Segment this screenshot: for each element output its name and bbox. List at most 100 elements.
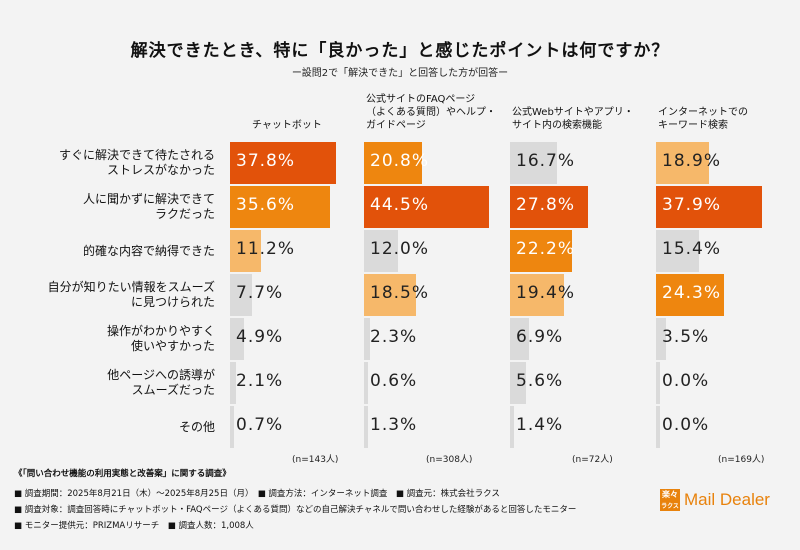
column-header-line: ガイドページ (366, 120, 426, 131)
column-sample-size: (n=169人) (718, 455, 765, 465)
bar-cell: 6.9% (510, 318, 650, 362)
bar-value-label: 35.6% (236, 195, 296, 215)
bar (230, 406, 234, 448)
bar-value-label: 44.5% (370, 195, 430, 215)
bar-cell: 0.0% (656, 406, 796, 450)
column-header-line: キーワード検索 (658, 120, 728, 131)
row-label-1: 人に聞かずに解決できて ラクだった (83, 192, 215, 222)
row-label-line: 自分が知りたい情報をスムーズ (47, 280, 215, 294)
bar (510, 318, 530, 360)
bar-cell: 18.9% (656, 142, 796, 186)
footnote-3: ■ モニター提供元：PRIZMAリサーチ ■ 調査人数：1,008人 (14, 521, 254, 531)
bar-cell: 5.6% (510, 362, 650, 406)
bar-value-label: 22.2% (516, 239, 576, 259)
bar-cell: 0.0% (656, 362, 796, 406)
row-label-line: 他ページへの誘導が (107, 368, 215, 382)
bar (364, 362, 368, 404)
bar (230, 142, 336, 184)
bar-value-label: 4.9% (236, 327, 284, 347)
logo-mark-icon: 楽々 ラクス (660, 489, 680, 511)
bar-value-label: 0.0% (662, 371, 710, 391)
bar (656, 186, 763, 228)
bar-cell: 18.5% (364, 274, 504, 318)
bar-value-label: 3.5% (662, 327, 710, 347)
row-label-line: ストレスがなかった (106, 163, 215, 177)
bar-cell: 3.5% (656, 318, 796, 362)
bar-value-label: 5.6% (516, 371, 564, 391)
column-header-line: （よくある質問）やヘルプ・ (366, 107, 496, 118)
bar-cell: 20.8% (364, 142, 504, 186)
bar-cell: 44.5% (364, 186, 504, 230)
bar (656, 406, 660, 448)
column-header-line: 公式Webサイトやアプリ・ (512, 107, 634, 118)
chart-subtitle: ー設問2で「解決できた」と回答した方が回答ー (291, 68, 509, 79)
bar-cell: 11.2% (230, 230, 370, 274)
bar-value-label: 0.6% (370, 371, 418, 391)
company-logo: 楽々 ラクス Mail Dealer (660, 485, 790, 515)
footnote-1: ■ 調査期間：2025年8月21日（木）〜2025年8月25日（月） ■ 調査方… (14, 489, 500, 499)
bar-cell: 2.1% (230, 362, 370, 406)
bar (364, 230, 398, 272)
bar-value-label: 18.9% (662, 151, 722, 171)
bar-value-label: 15.4% (662, 239, 722, 259)
bar-value-label: 27.8% (516, 195, 576, 215)
bar (656, 318, 666, 360)
bar (656, 274, 725, 316)
column-sample-size: (n=308人) (426, 455, 473, 465)
bar-value-label: 1.4% (516, 415, 564, 435)
row-label-line: 人に聞かずに解決できて (82, 192, 215, 206)
bar-cell: 2.3% (364, 318, 504, 362)
bar-value-label: 2.3% (370, 327, 418, 347)
bar (656, 142, 709, 184)
bar-cell: 0.7% (230, 406, 370, 450)
bar-value-label: 1.3% (370, 415, 418, 435)
bar-value-label: 24.3% (662, 283, 722, 303)
bar-cell: 16.7% (510, 142, 650, 186)
footnote-0: 《「問い合わせ機能の利用実態と改善案」に関する調査》 (14, 469, 231, 479)
bar-cell: 0.6% (364, 362, 504, 406)
bar (230, 230, 262, 272)
bar (510, 362, 526, 404)
column-header-line: サイト内の検索機能 (512, 120, 602, 131)
bar-cell: 37.8% (230, 142, 370, 186)
bar-value-label: 19.4% (516, 283, 576, 303)
row-label-line: 使いやすかった (130, 339, 215, 353)
row-label-5: 他ページへの誘導が スムーズだった (107, 368, 215, 398)
bar (230, 318, 244, 360)
row-label-line: 操作がわかりやすく (106, 324, 215, 338)
bar (230, 186, 330, 228)
bar-value-label: 12.0% (370, 239, 430, 259)
bar (364, 142, 423, 184)
row-label-3: 自分が知りたい情報をスムーズ に見つけられた (48, 280, 215, 310)
bar (656, 230, 700, 272)
bar (656, 362, 660, 404)
row-label-line: その他 (178, 419, 215, 434)
bar-cell: 1.4% (510, 406, 650, 450)
bar-value-label: 0.0% (662, 415, 710, 435)
bar-value-label: 0.7% (236, 415, 284, 435)
footnote-2: ■ 調査対象：調査回答時にチャットボット・FAQページ（よくある質問）などの自己… (14, 505, 577, 515)
bar-value-label: 37.8% (236, 151, 296, 171)
bar-cell: 35.6% (230, 186, 370, 230)
bar (510, 186, 588, 228)
bar (230, 274, 252, 316)
column-header-line: 公式サイトのFAQページ (366, 94, 476, 105)
bar (510, 230, 573, 272)
bar-value-label: 2.1% (236, 371, 284, 391)
bar (364, 186, 489, 228)
row-label-4: 操作がわかりやすく 使いやすかった (107, 324, 215, 354)
bar-cell: 22.2% (510, 230, 650, 274)
bar-value-label: 18.5% (370, 283, 430, 303)
row-label-line: に見つけられた (130, 295, 215, 309)
bar-cell: 15.4% (656, 230, 796, 274)
bar-value-label: 6.9% (516, 327, 564, 347)
column-sample-size: (n=72人) (572, 455, 613, 465)
column-header-line: チャットボット (252, 120, 322, 131)
bar-cell: 1.3% (364, 406, 504, 450)
bar (364, 406, 368, 448)
row-label-line: ラクだった (154, 207, 215, 221)
column-header-2: 公式Webサイトやアプリ・ サイト内の検索機能 (512, 106, 634, 132)
row-label-0: すぐに解決できて待たされる ストレスがなかった (59, 148, 215, 178)
row-label-6: その他 (179, 420, 215, 435)
